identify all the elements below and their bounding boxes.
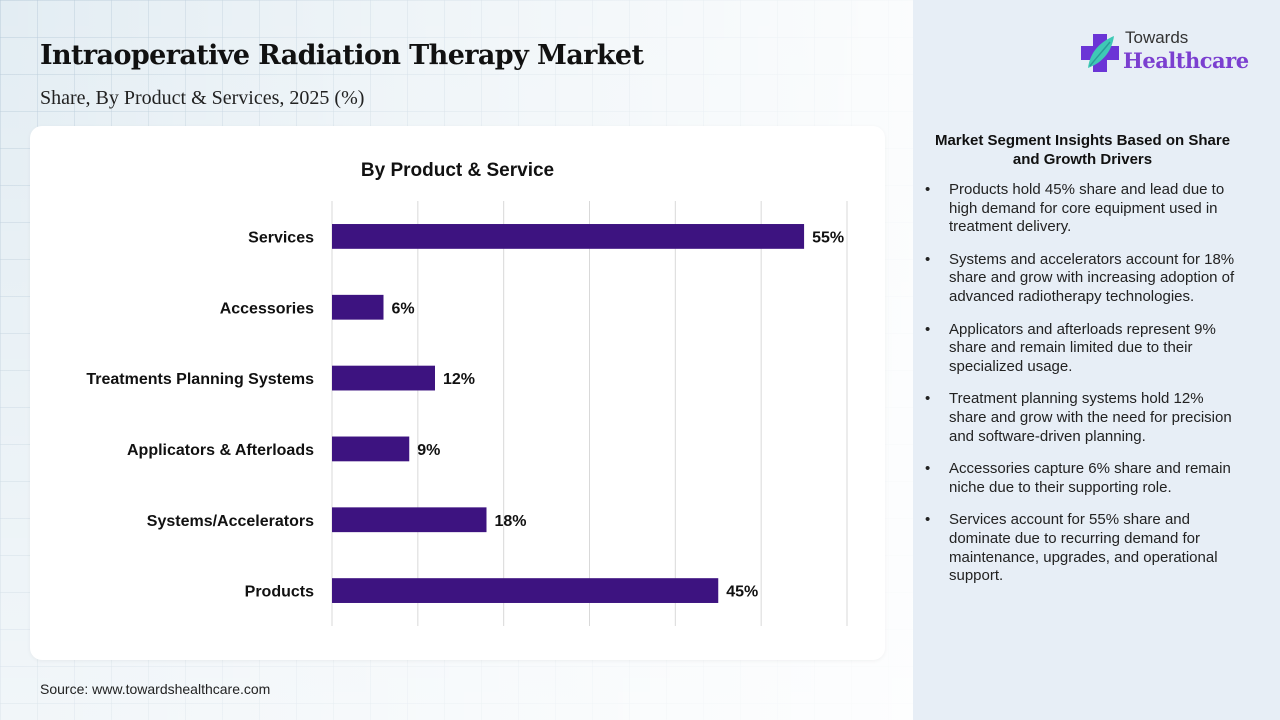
insights-panel — [913, 0, 1280, 720]
page-subtitle: Share, By Product & Services, 2025 (%) — [40, 87, 365, 109]
insight-text: Systems and accelerators account for 18%… — [949, 250, 1235, 305]
logo-text-healthcare: Healthcare — [1123, 48, 1249, 73]
bullet-icon: • — [925, 320, 931, 338]
bullet-icon: • — [925, 511, 931, 529]
chart-title: By Product & Service — [30, 160, 885, 182]
data-label: 6% — [392, 300, 415, 317]
data-label: 12% — [443, 371, 475, 388]
bullet-icon: • — [925, 390, 931, 408]
insight-text: Accessories capture 6% share and remain … — [949, 460, 1231, 496]
data-label: 55% — [812, 229, 844, 246]
category-label: Systems/Accelerators — [147, 513, 314, 530]
bullet-icon: • — [925, 250, 931, 268]
bar — [332, 507, 487, 533]
category-label: Accessories — [220, 300, 314, 317]
bar — [332, 578, 719, 603]
insights-list: • Products hold 45% share and lead due to… — [925, 181, 1245, 600]
bar — [332, 365, 435, 391]
page-title: Intraoperative Radiation Therapy Market — [40, 40, 644, 71]
brand-logo: Towards Healthcare — [1080, 26, 1260, 82]
insight-text: Treatment planning systems hold 12% shar… — [949, 390, 1232, 445]
data-label: 45% — [726, 584, 758, 601]
insights-title: Market Segment Insights Based on Share a… — [934, 132, 1231, 168]
category-label: Treatments Planning Systems — [86, 371, 314, 388]
cross-leaf-icon — [1081, 34, 1119, 72]
insight-text: Services account for 55% share and domin… — [949, 511, 1218, 585]
insight-text: Applicators and afterloads represent 9% … — [949, 320, 1216, 375]
logo-text-towards: Towards — [1125, 28, 1189, 47]
chart-card — [30, 126, 885, 660]
insight-item: • Systems and accelerators account for 18… — [925, 251, 1245, 307]
insight-text: Products hold 45% share and lead due to … — [949, 181, 1225, 236]
bar — [332, 294, 384, 320]
bullet-icon: • — [925, 460, 931, 478]
insight-item: • Accessories capture 6% share and remain… — [925, 460, 1245, 497]
insight-item: • Products hold 45% share and lead due to… — [925, 181, 1245, 237]
bar — [332, 436, 410, 462]
data-label: 9% — [417, 442, 440, 459]
insight-item: • Treatment planning systems hold 12% sha… — [925, 390, 1245, 446]
bar — [332, 224, 805, 249]
category-label: Services — [248, 229, 314, 246]
category-label: Products — [245, 584, 314, 601]
chart-title-text: By Product & Service — [360, 160, 555, 181]
source-note: Source: www.towardshealthcare.com — [40, 681, 271, 697]
bullet-icon: • — [925, 181, 931, 198]
category-label: Applicators & Afterloads — [127, 442, 314, 459]
data-label: 18% — [495, 513, 527, 530]
insight-item: • Applicators and afterloads represent 9%… — [925, 321, 1245, 377]
insight-item: • Services account for 55% share and domi… — [925, 511, 1245, 585]
